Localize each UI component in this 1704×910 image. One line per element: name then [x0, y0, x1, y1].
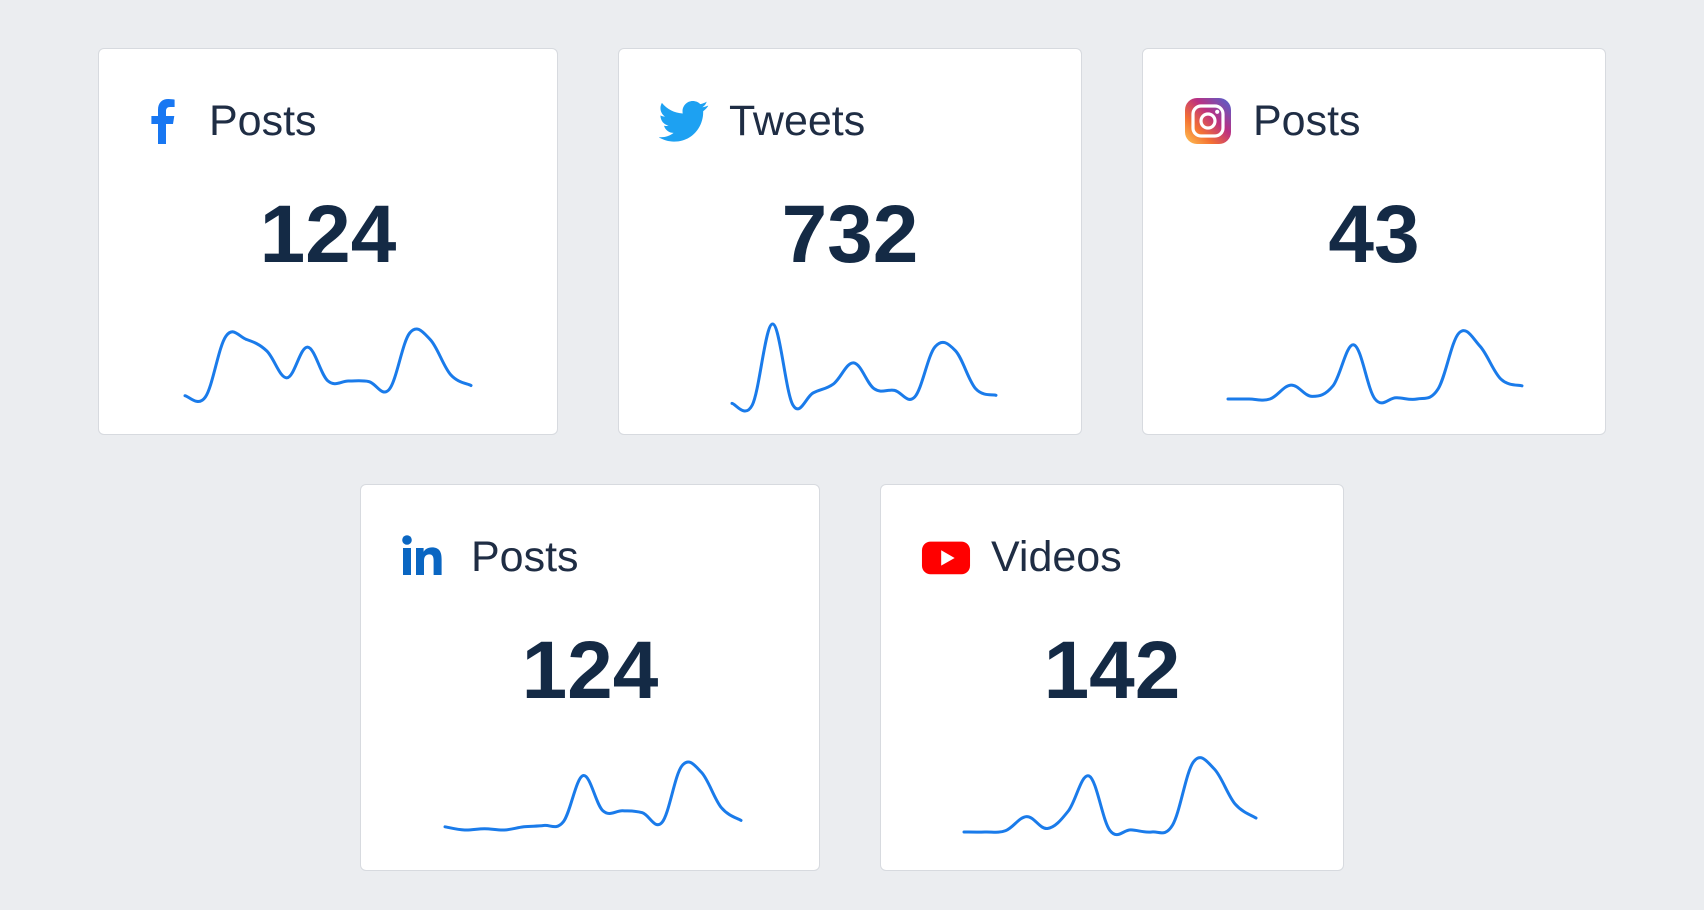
card-value: 142 — [1043, 625, 1181, 716]
card-label: Posts — [471, 532, 579, 581]
trend-line — [183, 327, 473, 403]
trend-sparkline — [183, 327, 473, 403]
card-header: Tweets — [659, 93, 865, 149]
trend-sparkline — [1226, 329, 1524, 405]
card-label: Posts — [209, 96, 317, 145]
facebook-posts-card[interactable]: Posts 124 — [98, 48, 558, 435]
card-header: Posts — [139, 93, 317, 149]
trend-line — [730, 322, 998, 413]
card-value: 124 — [259, 189, 397, 280]
card-header: Posts — [401, 529, 579, 585]
card-value: 732 — [781, 189, 919, 280]
linkedin-icon — [401, 532, 451, 582]
trend-line — [1226, 329, 1524, 405]
card-label: Tweets — [729, 96, 866, 145]
facebook-icon — [139, 96, 189, 146]
card-value: 124 — [521, 625, 659, 716]
youtube-videos-card[interactable]: Videos 142 — [880, 484, 1344, 871]
instagram-posts-card[interactable]: Posts 43 — [1142, 48, 1606, 435]
twitter-icon — [659, 96, 709, 146]
trend-line — [443, 760, 743, 832]
card-header: Posts — [1183, 93, 1361, 149]
trend-sparkline — [730, 322, 998, 413]
trend-sparkline — [962, 756, 1258, 837]
card-label: Videos — [991, 532, 1122, 581]
twitter-tweets-card[interactable]: Tweets 732 — [618, 48, 1082, 435]
trend-line — [962, 756, 1258, 837]
linkedin-posts-card[interactable]: Posts 124 — [360, 484, 820, 871]
card-value: 43 — [1328, 189, 1420, 280]
card-label: Posts — [1253, 96, 1361, 145]
youtube-icon — [921, 532, 971, 582]
instagram-icon — [1183, 96, 1233, 146]
card-header: Videos — [921, 529, 1122, 585]
trend-sparkline — [443, 760, 743, 832]
